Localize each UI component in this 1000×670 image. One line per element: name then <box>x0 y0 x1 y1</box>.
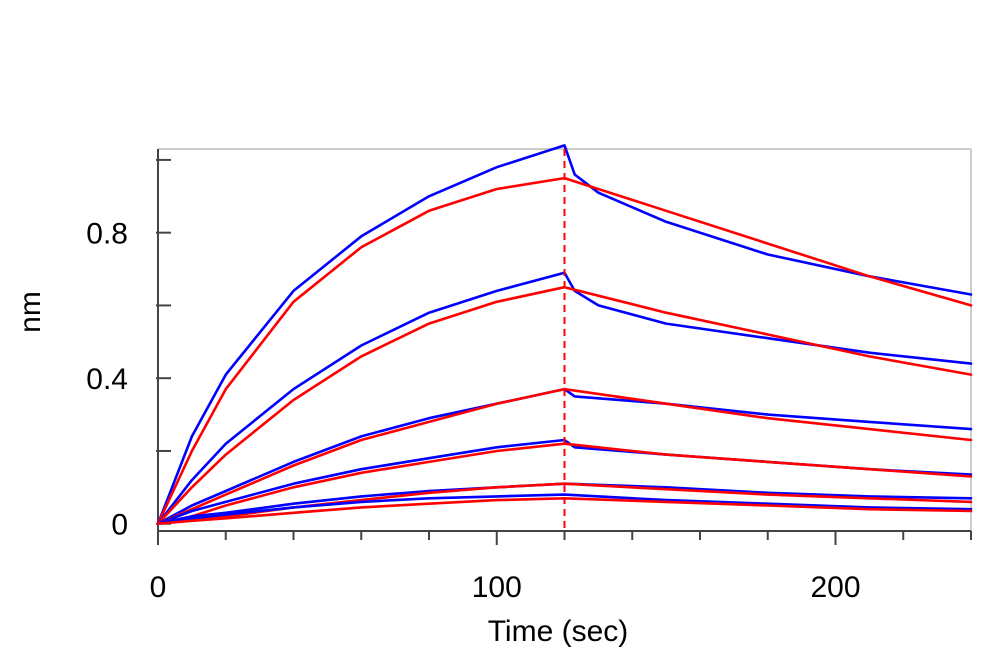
x-tick-label: 0 <box>150 571 167 604</box>
y-axis: 0 0.4 0.8 <box>86 158 171 542</box>
measured-curve-6 <box>156 493 973 526</box>
series-lines <box>156 144 973 526</box>
y-axis-label: nm <box>14 291 47 333</box>
fit-curve-5 <box>156 482 973 526</box>
fit-curve-4 <box>156 442 973 526</box>
x-axis-label: Time (sec) <box>488 615 629 648</box>
x-tick-label: 100 <box>472 571 522 604</box>
fit-curve-3 <box>156 387 973 526</box>
y-tick-label: 0.4 <box>86 363 128 396</box>
y-tick-label: 0 <box>111 509 128 542</box>
y-tick-label: 0.8 <box>86 218 128 251</box>
x-tick-label: 200 <box>810 571 860 604</box>
measured-curve-2 <box>156 271 973 526</box>
measured-curve-1 <box>156 144 973 526</box>
x-axis: 0 100 200 <box>150 531 972 604</box>
fit-curve-2 <box>156 285 973 526</box>
fit-curve-1 <box>156 176 973 526</box>
fit-curve-6 <box>156 496 973 526</box>
